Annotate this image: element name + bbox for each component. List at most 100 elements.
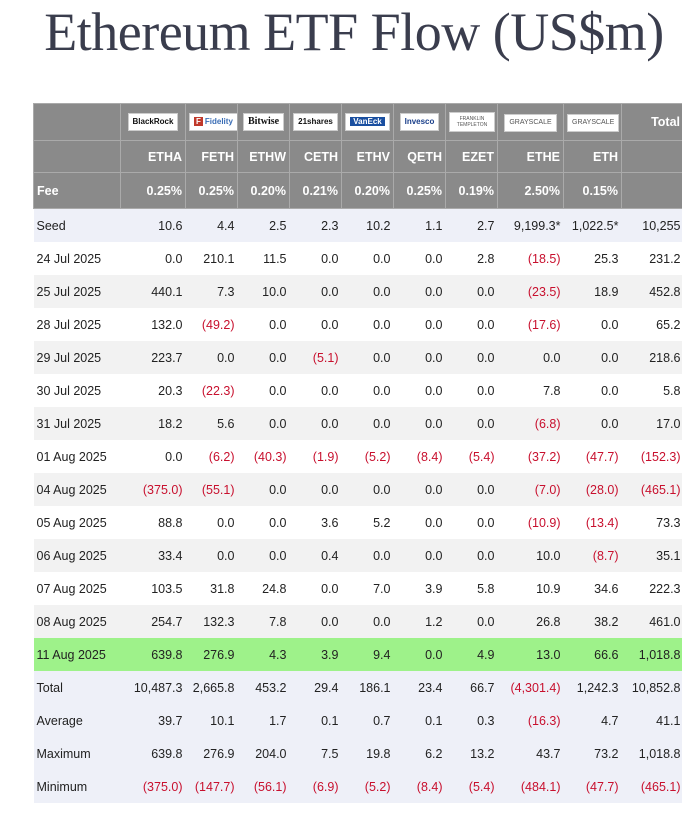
table-row: 24 Jul 2025 0.0 210.1 11.5 0.0 0.0 0.0 2.8 (18.5…	[33, 242, 682, 275]
flow-cell: 3.9	[393, 572, 446, 605]
fee-cell: 0.15%	[563, 172, 622, 209]
flow-cell: 7.0	[341, 572, 394, 605]
ticker-cell: ETHW	[237, 140, 290, 173]
flow-cell: 0.0	[341, 605, 394, 638]
flow-cell: 0.0	[341, 407, 394, 440]
flow-cell: 0.0	[341, 473, 394, 506]
table-row: 07 Aug 2025 103.5 31.8 24.8 0.0 7.0 3.9 5.8 10.9…	[33, 572, 682, 605]
flow-cell: 0.0	[341, 374, 394, 407]
ticker-cell: ETHV	[341, 140, 394, 173]
flow-cell: 66.6	[563, 638, 622, 671]
flow-cell: 43.7	[497, 737, 564, 770]
flow-cell: (37.2)	[497, 440, 564, 473]
ticker-cell: ETH	[563, 140, 622, 173]
fee-cell: 0.20%	[341, 172, 394, 209]
row-label: Minimum	[33, 770, 121, 803]
flow-cell: (375.0)	[120, 473, 186, 506]
flow-cell: (7.0)	[497, 473, 564, 506]
flow-cell: 0.0	[563, 374, 622, 407]
flow-cell: 10.2	[341, 208, 394, 242]
flow-cell: 0.0	[445, 407, 498, 440]
row-total-cell: 35.1	[621, 539, 682, 572]
flow-cell: 9.4	[341, 638, 394, 671]
flow-cell: 10.6	[120, 208, 186, 242]
flow-cell: 440.1	[120, 275, 186, 308]
flow-cell: 11.5	[237, 242, 290, 275]
flow-cell: 132.3	[185, 605, 238, 638]
row-total-cell: 461.0	[621, 605, 682, 638]
flow-cell: 1,242.3	[563, 671, 622, 704]
table-row: 11 Aug 2025 639.8 276.9 4.3 3.9 9.4 0.0 4.9 13.0…	[33, 638, 682, 671]
flow-cell: 88.8	[120, 506, 186, 539]
flow-cell: (13.4)	[563, 506, 622, 539]
flow-cell: 2.8	[445, 242, 498, 275]
flow-cell: 0.0	[563, 341, 622, 374]
flow-cell: 0.0	[289, 242, 342, 275]
flow-rows: Seed 10.6 4.4 2.5 2.3 10.2 1.1 2.7 9,199.3* 1,022…	[33, 208, 682, 803]
flow-cell: 1.7	[237, 704, 290, 737]
flow-cell: (5.2)	[341, 440, 394, 473]
flow-cell: 223.7	[120, 341, 186, 374]
flow-cell: 0.0	[393, 275, 446, 308]
flow-cell: 0.0	[341, 308, 394, 341]
flow-cell: 0.0	[445, 605, 498, 638]
flow-cell: 0.0	[563, 308, 622, 341]
flow-cell: 34.6	[563, 572, 622, 605]
total-header: Total	[621, 103, 682, 141]
fee-cell: 0.20%	[237, 172, 290, 209]
flow-cell: (49.2)	[185, 308, 238, 341]
flow-cell: 103.5	[120, 572, 186, 605]
flow-cell: 7.3	[185, 275, 238, 308]
flow-cell: (1.9)	[289, 440, 342, 473]
row-label: 01 Aug 2025	[33, 440, 121, 473]
flow-cell: (375.0)	[120, 770, 186, 803]
table-row: 06 Aug 2025 33.4 0.0 0.0 0.4 0.0 0.0 0.0 10.0 (8.…	[33, 539, 682, 572]
flow-cell: 10.9	[497, 572, 564, 605]
flow-cell: 29.4	[289, 671, 342, 704]
flow-cell: 0.0	[289, 572, 342, 605]
flow-cell: 10.1	[185, 704, 238, 737]
flow-cell: (6.2)	[185, 440, 238, 473]
row-total-cell: 5.8	[621, 374, 682, 407]
flow-cell: 639.8	[120, 638, 186, 671]
flow-cell: 639.8	[120, 737, 186, 770]
flow-cell: (22.3)	[185, 374, 238, 407]
flow-cell: 0.0	[237, 374, 290, 407]
flow-cell: 0.0	[393, 506, 446, 539]
flow-cell: 5.8	[445, 572, 498, 605]
flow-cell: 0.0	[237, 506, 290, 539]
flow-cell: 0.0	[289, 605, 342, 638]
fee-cell: 0.19%	[445, 172, 498, 209]
flow-cell: 1.1	[393, 208, 446, 242]
flow-cell: 0.0	[237, 539, 290, 572]
fee-cell: 0.21%	[289, 172, 342, 209]
row-total-cell: 1,018.8	[621, 737, 682, 770]
flow-cell: (18.5)	[497, 242, 564, 275]
flow-cell: 38.2	[563, 605, 622, 638]
fee-cell: 0.25%	[393, 172, 446, 209]
flow-cell: 10.0	[497, 539, 564, 572]
flow-cell: 0.0	[237, 341, 290, 374]
flow-cell: 0.0	[445, 374, 498, 407]
table-row: 05 Aug 2025 88.8 0.0 0.0 3.6 5.2 0.0 0.0 (10.9)(…	[33, 506, 682, 539]
flow-cell: (17.6)	[497, 308, 564, 341]
flow-cell: 0.7	[341, 704, 394, 737]
row-total-cell: 1,018.8	[621, 638, 682, 671]
row-label: 05 Aug 2025	[33, 506, 121, 539]
flow-cell: 2.5	[237, 208, 290, 242]
flow-cell: (55.1)	[185, 473, 238, 506]
flow-cell: 0.0	[341, 341, 394, 374]
franklin-templeton-logo: FRANKLIN TEMPLETON	[449, 112, 495, 132]
ticker-cell: ETHE	[497, 140, 564, 173]
flow-cell: 0.0	[237, 308, 290, 341]
flow-cell: 0.0	[445, 275, 498, 308]
flow-cell: 73.2	[563, 737, 622, 770]
row-total-cell: 231.2	[621, 242, 682, 275]
flow-cell: (147.7)	[185, 770, 238, 803]
fee-row: Fee 0.25% 0.25% 0.20% 0.21% 0.20% 0.25% …	[33, 172, 682, 209]
flow-cell: (484.1)	[497, 770, 564, 803]
flow-cell: 0.0	[393, 374, 446, 407]
row-total-cell: 41.1	[621, 704, 682, 737]
table-row: Minimum (375.0) (147.7) (56.1) (6.9) (5.2) (8.…	[33, 770, 682, 803]
flow-cell: 0.0	[341, 275, 394, 308]
